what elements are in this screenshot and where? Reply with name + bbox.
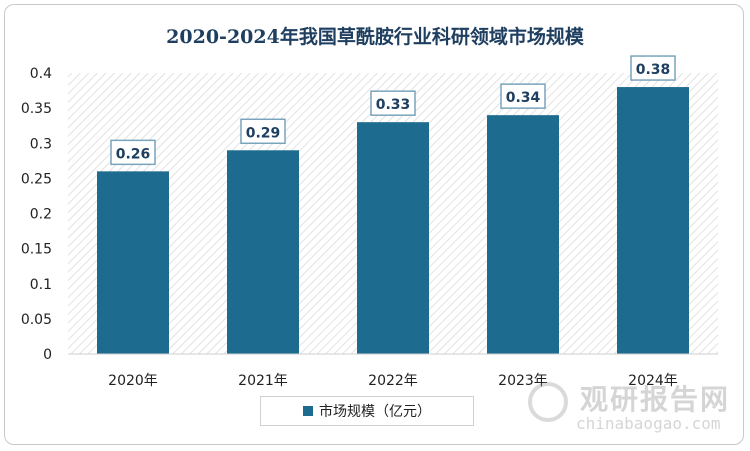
y-tick-label: 0.2 — [30, 207, 52, 223]
data-label: 0.38 — [636, 62, 671, 78]
bars — [97, 87, 689, 355]
bar — [357, 122, 429, 354]
x-tick-label: 2022年 — [368, 373, 418, 389]
data-label-box — [630, 55, 676, 81]
data-label: 0.26 — [116, 146, 151, 162]
watermark-name: 观研报告网 — [580, 383, 731, 416]
x-tick-label: 2024年 — [628, 373, 678, 389]
watermark: 观研报告网 chinabaogao.com — [528, 378, 733, 438]
data-label: 0.29 — [246, 125, 281, 141]
legend: 市场规模（亿元） — [260, 396, 474, 426]
data-label-box — [370, 90, 416, 116]
y-tick-label: 0.05 — [21, 312, 52, 328]
chart-title: 2020-2024年我国草酰胺行业科研领域市场规模 — [166, 26, 584, 48]
y-tick-label: 0.4 — [30, 66, 52, 82]
legend-label: 市场规模（亿元） — [319, 404, 431, 420]
legend-swatch — [303, 406, 313, 416]
data-label: 0.34 — [506, 90, 541, 106]
watermark-url: chinabaogao.com — [576, 414, 721, 433]
data-label-box — [240, 118, 286, 145]
data-label-box — [110, 139, 156, 166]
y-tick-label: 0.1 — [30, 277, 52, 293]
bar — [97, 171, 169, 354]
y-axis: 0 0.05 0.1 0.15 0.2 0.25 0.3 0.35 0.4 — [21, 66, 52, 363]
y-tick-label: 0.35 — [21, 101, 52, 117]
x-tick-label: 2020年 — [108, 373, 158, 389]
data-labels: 0.26 0.29 0.33 0.34 0.38 — [110, 55, 676, 166]
bar — [617, 87, 689, 355]
y-tick-label: 0.25 — [21, 171, 52, 187]
x-tick-label: 2021年 — [238, 373, 288, 389]
bar — [487, 115, 559, 355]
watermark-logo-icon — [528, 382, 568, 422]
y-tick-label: 0 — [43, 347, 52, 363]
y-tick-label: 0.3 — [30, 136, 52, 152]
data-label-box — [500, 83, 546, 109]
y-tick-label: 0.15 — [21, 242, 52, 258]
bar — [227, 150, 299, 354]
data-label: 0.33 — [376, 97, 411, 113]
